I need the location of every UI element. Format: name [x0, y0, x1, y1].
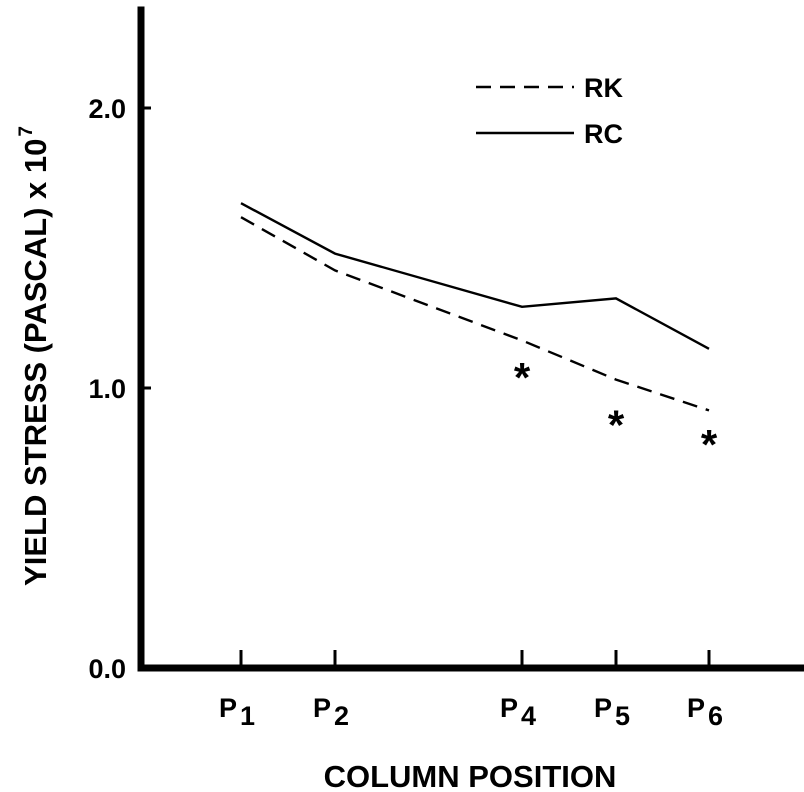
x-axis-title: COLUMN POSITION	[324, 759, 617, 792]
y-tick-label: 1.0	[88, 374, 126, 404]
series-lines	[240, 202, 710, 412]
legend: RK RC	[476, 73, 623, 149]
legend-label-rk: RK	[584, 73, 623, 103]
asterisk-marker: *	[701, 421, 718, 468]
asterisk-marker: *	[608, 402, 625, 449]
y-axis-title-text: YIELD STRESS (PASCAL) x 10	[18, 139, 53, 586]
y-axis-title-exponent: 7	[16, 126, 37, 137]
series-line-rc	[240, 202, 710, 350]
asterisk-markers: * * *	[514, 354, 718, 468]
axes	[137, 6, 804, 672]
y-axis-ticks: 0.0 1.0 2.0	[88, 94, 151, 684]
y-tick-label: 0.0	[88, 654, 126, 684]
series-line-rk	[240, 216, 710, 412]
y-axis-title: YIELD STRESS (PASCAL) x 10 7	[16, 126, 53, 586]
asterisk-marker: *	[514, 354, 531, 401]
y-tick-label: 2.0	[88, 94, 126, 124]
svg-text:YIELD STRESS (PASCAL) x 107: YIELD STRESS (PASCAL) x 10 7	[16, 126, 53, 586]
legend-label-rc: RC	[584, 119, 623, 149]
